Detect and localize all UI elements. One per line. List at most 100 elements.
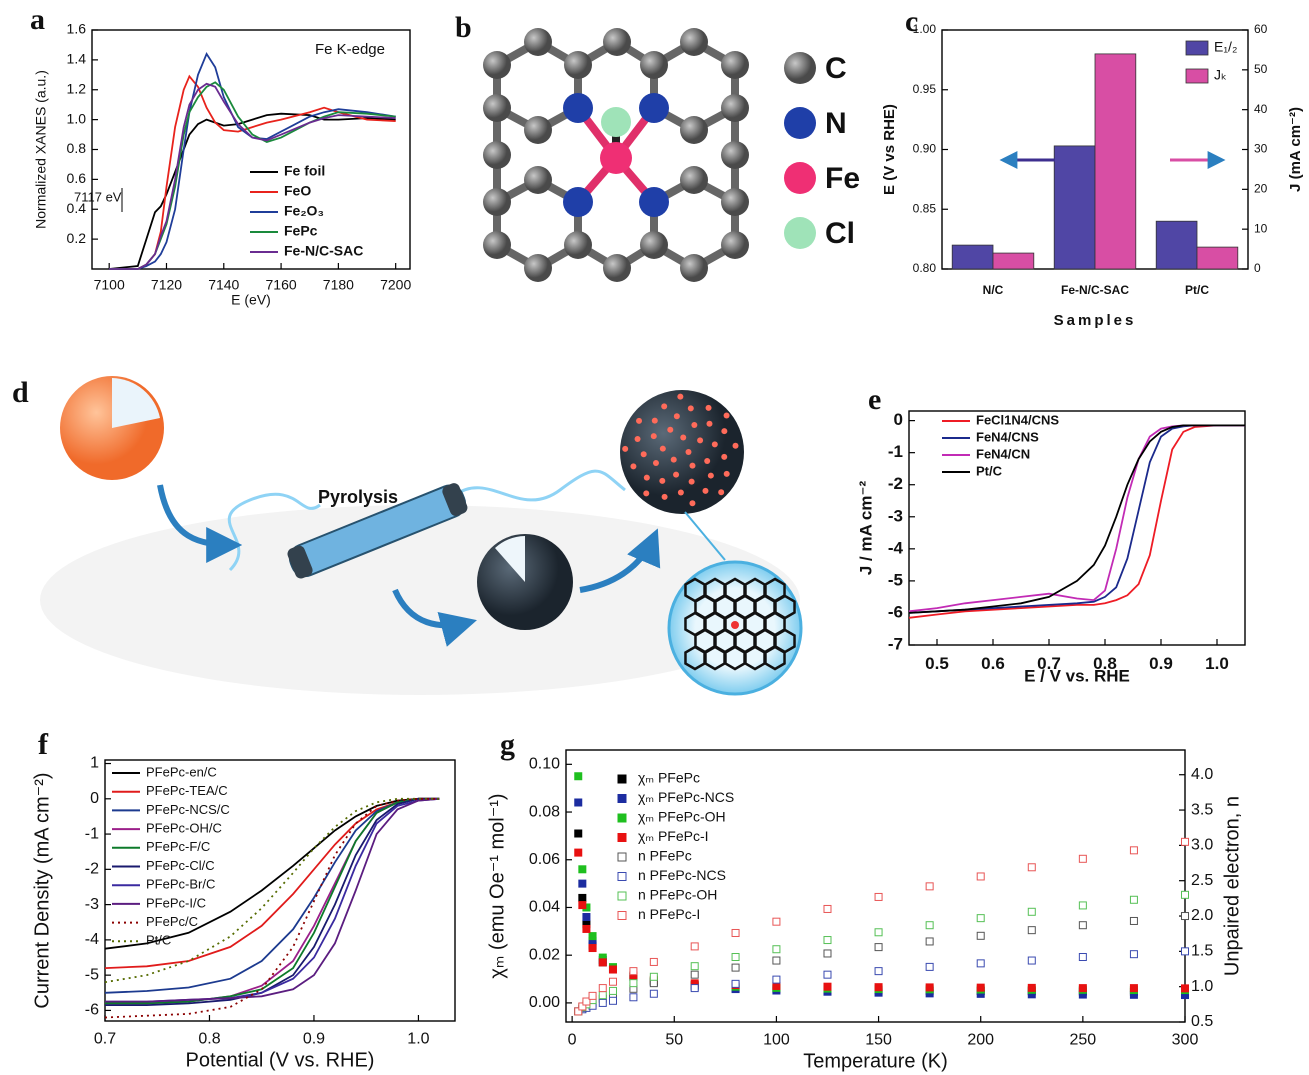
scatter-point [1028,908,1035,915]
carbon-atom [721,141,749,169]
scatter-point [732,980,739,987]
y-tick-label: 0.8 [67,140,87,156]
x-tick-label: 0.9 [303,1031,325,1048]
scatter-point [1130,951,1137,958]
scatter-point [575,830,582,837]
legend-atom [784,162,816,194]
scatter-point [977,984,984,991]
fe-site [708,473,714,479]
y2-tick-label: 30 [1254,142,1268,156]
fe-site [724,471,730,477]
carbon-atom [603,28,631,56]
y-tick-label: 0 [894,410,903,429]
legend-atom [784,52,816,84]
nitrogen-atom [639,93,669,123]
legend-label: PFePc-F/C [146,839,210,854]
scatter-point [1130,917,1137,924]
legend-label: FePc [284,223,318,239]
scatter-point [926,984,933,991]
legend-swatch [1186,41,1208,55]
legend-label: PFePc-NCS/C [146,802,230,817]
fe-site [678,489,684,495]
fe-site [661,403,667,409]
y-tick-label: -6 [85,1002,99,1019]
legend-label: C [825,52,847,85]
fe-site [680,435,686,441]
y2-tick-label: 0.5 [1191,1013,1213,1030]
plot-frame [92,30,410,269]
legend-label: χₘ PFePc-OH [638,809,726,825]
y-tick-label: -6 [888,602,903,621]
fe-site [721,428,727,434]
fe-site [721,454,727,460]
carbon-atom [721,231,749,259]
scatter-point [824,950,831,957]
y-tick-label: 0.90 [913,142,937,156]
y2-tick-label: 10 [1254,221,1268,235]
iron-atom [600,142,632,174]
nitrogen-atom [639,187,669,217]
fe-site [651,433,657,439]
x-tick-label: 7180 [323,276,354,292]
figure: bCNFeCldPyrolysisa7100712071407160718072… [0,0,1309,1075]
fe-site [673,472,679,478]
scatter-point [875,929,882,936]
scatter-point [599,999,606,1006]
scatter-point [732,964,739,971]
x-tick-label: 0 [568,1032,577,1049]
y2-axis-label: Unpaired electron, n [1221,796,1243,976]
x-axis-label: E / V vs. RHE [1024,666,1130,685]
x-tick-label: 0.6 [981,654,1005,673]
fe-site [685,449,691,455]
scatter-point [583,914,590,921]
scatter-point [630,980,637,987]
panel-label: f [38,728,49,761]
y2-tick-label: 3.5 [1191,801,1213,818]
scatter-point [579,902,586,909]
x-tick-label: 0.9 [1149,654,1173,673]
scatter-point [1182,948,1189,955]
carbon-atom [680,28,708,56]
x-tick-label: Pt/C [1185,283,1209,297]
fe-site [671,457,677,463]
legend-label: PFePc-I/C [146,895,206,910]
y-tick-label: -7 [888,634,903,653]
panel-label: g [500,728,515,761]
y-tick-label: 1.00 [913,22,937,36]
fe-site [636,418,642,424]
y-tick-label: 0.02 [529,946,560,963]
scatter-point [609,987,616,994]
legend-label: Fe₂O₃ [284,203,324,219]
y-tick-label: -2 [85,861,99,878]
y-tick-label: -4 [85,931,99,948]
panel-label: b [455,11,472,44]
legend-label: FeCl1N4/CNS [976,412,1059,427]
x-tick-label: 200 [967,1032,994,1049]
fe-site [712,441,718,447]
y-axis-label: E (V vs RHE) [881,104,898,195]
y-tick-label: -3 [888,506,903,525]
x-axis-label: E (eV) [231,292,271,308]
scatter-point [1079,855,1086,862]
legend-label: n PFePc-I [638,906,700,922]
panel-label: d [12,376,29,409]
scatter-point [1130,985,1137,992]
x-tick-label: 7140 [208,276,239,292]
scatter-point [575,773,582,780]
scatter-point [875,968,882,975]
scatter-point [630,968,637,975]
y2-tick-label: 2.5 [1191,872,1213,889]
x-axis-label: Potential (V vs. RHE) [186,1049,375,1071]
legend-swatch [1186,69,1208,83]
bar [1156,221,1197,269]
x-tick-label: 0.5 [925,654,949,673]
y2-tick-label: 1.0 [1191,978,1213,995]
legend-swatch [618,814,626,822]
scatter-point [1182,985,1189,992]
x-tick-label: 250 [1070,1032,1097,1049]
y-tick-label: 0.06 [529,851,560,868]
scatter-point [1079,954,1086,961]
scatter-point [650,973,657,980]
scatter-point [609,997,616,1004]
legend-label: PFePc-OH/C [146,821,222,836]
